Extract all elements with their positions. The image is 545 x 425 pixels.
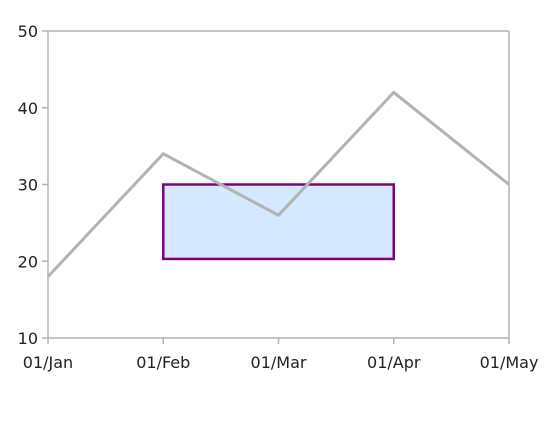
y-tick-label-30: 30 <box>18 176 38 195</box>
annotation-layer <box>163 185 394 259</box>
y-tick-label-40: 40 <box>18 99 38 118</box>
y-tick-label-50: 50 <box>18 22 38 41</box>
x-tick-label-3: 01/Apr <box>367 353 421 372</box>
x-tick-label-0: 01/Jan <box>23 353 73 372</box>
x-tick-label-1: 01/Feb <box>136 353 190 372</box>
y-tick-label-10: 10 <box>18 329 38 348</box>
x-tick-label-4: 01/May <box>480 353 539 372</box>
y-tick-label-20: 20 <box>18 252 38 271</box>
x-tick-label-2: 01/Mar <box>251 353 307 372</box>
annotation-rectangle <box>163 185 394 259</box>
